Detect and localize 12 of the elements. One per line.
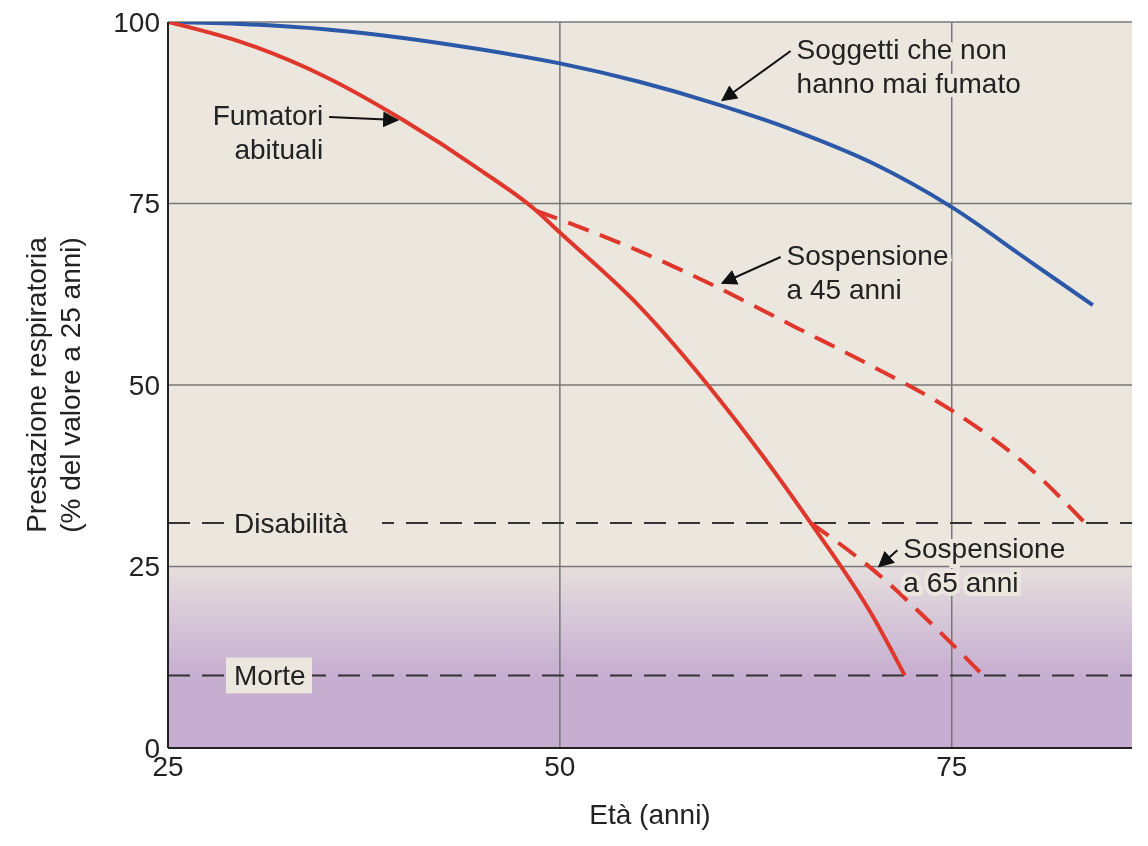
y-tick-label: 100: [113, 6, 160, 38]
y-axis-title: Prestazione respiratoria (% del valore a 25 anni): [21, 236, 86, 533]
x-axis-title: Età (anni): [589, 799, 711, 830]
y-tick-label: 75: [128, 188, 160, 220]
ref-line-label: Morte: [234, 660, 306, 692]
ref-line-label: Disabilità: [234, 507, 349, 539]
series-label: Sospensione a 45 anni: [786, 239, 949, 305]
x-tick-label: 75: [936, 750, 968, 782]
x-tick-label: 50: [544, 750, 576, 782]
series-label: Fumatori abituali: [212, 100, 324, 166]
y-tick-label: 50: [128, 369, 160, 401]
y-tick-label: 25: [128, 551, 160, 583]
